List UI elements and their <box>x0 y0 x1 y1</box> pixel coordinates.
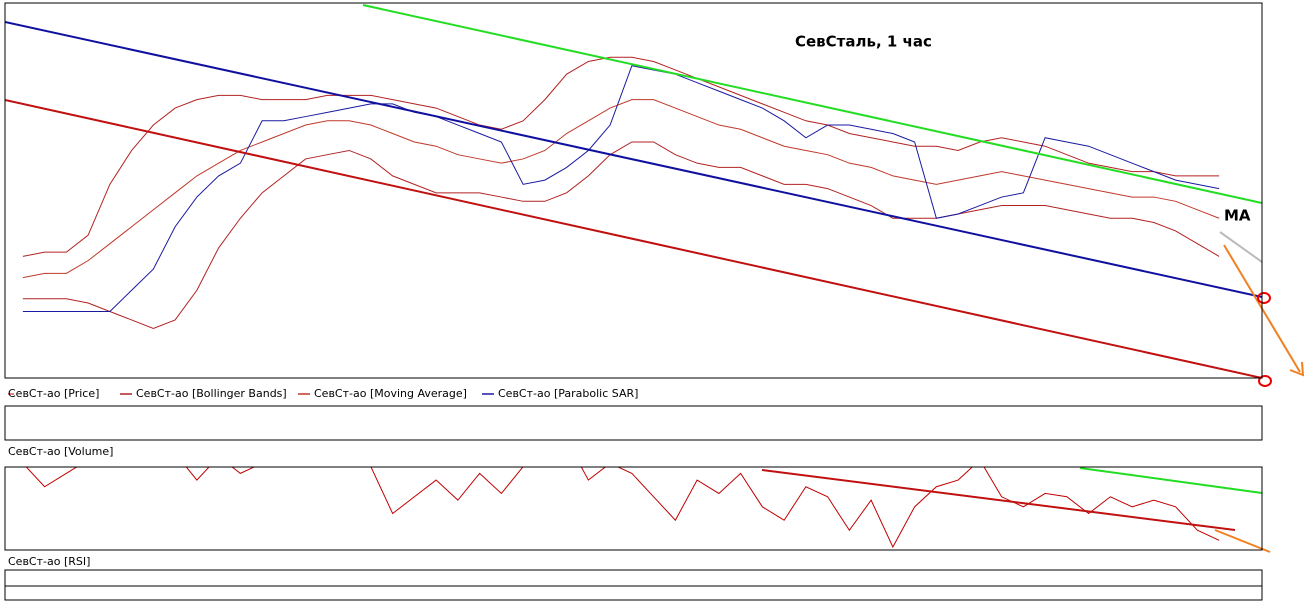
band-lower <box>22 141 1220 329</box>
rsi-line <box>25 467 1220 549</box>
trend-line <box>1079 467 1263 494</box>
x-axis-frame <box>4 569 1263 601</box>
projection <box>1219 231 1262 263</box>
volume-frame <box>4 405 1263 441</box>
trend-line <box>5 21 1262 298</box>
rsi-frame <box>4 466 1263 551</box>
marker <box>1258 375 1272 387</box>
band-upper <box>22 56 1220 257</box>
price-plot <box>22 56 1220 329</box>
legend-entry: СевСт-ао [Parabolic SAR] <box>498 387 638 400</box>
rsi-plot <box>25 467 1220 549</box>
legend: СевСт-ао [Price] СевСт-ао [Bollinger Ban… <box>8 387 638 400</box>
indicator-line <box>22 65 1220 312</box>
arrow <box>1214 529 1271 553</box>
annotation: MA <box>1224 207 1251 225</box>
price-frame <box>4 2 1263 379</box>
chart-title: СевСталь, 1 час <box>795 33 932 51</box>
legend-entry: СевСт-ао [Price] <box>8 387 99 400</box>
panel-title: СевСт-ао [Volume] <box>8 445 113 458</box>
marker <box>1257 292 1271 304</box>
indicator-line <box>22 99 1220 279</box>
trend-line <box>362 4 1262 204</box>
arrow-head <box>1289 361 1305 377</box>
trend-lines <box>5 4 1262 378</box>
arrows <box>761 244 1305 553</box>
panel-title: СевСт-ао [RSI] <box>8 555 90 568</box>
trend-line <box>5 99 1262 378</box>
legend-entry: СевСт-ао [Moving Average] <box>314 387 467 400</box>
legend-entry: СевСт-ао [Bollinger Bands] <box>136 387 287 400</box>
trend-line <box>761 469 1236 531</box>
